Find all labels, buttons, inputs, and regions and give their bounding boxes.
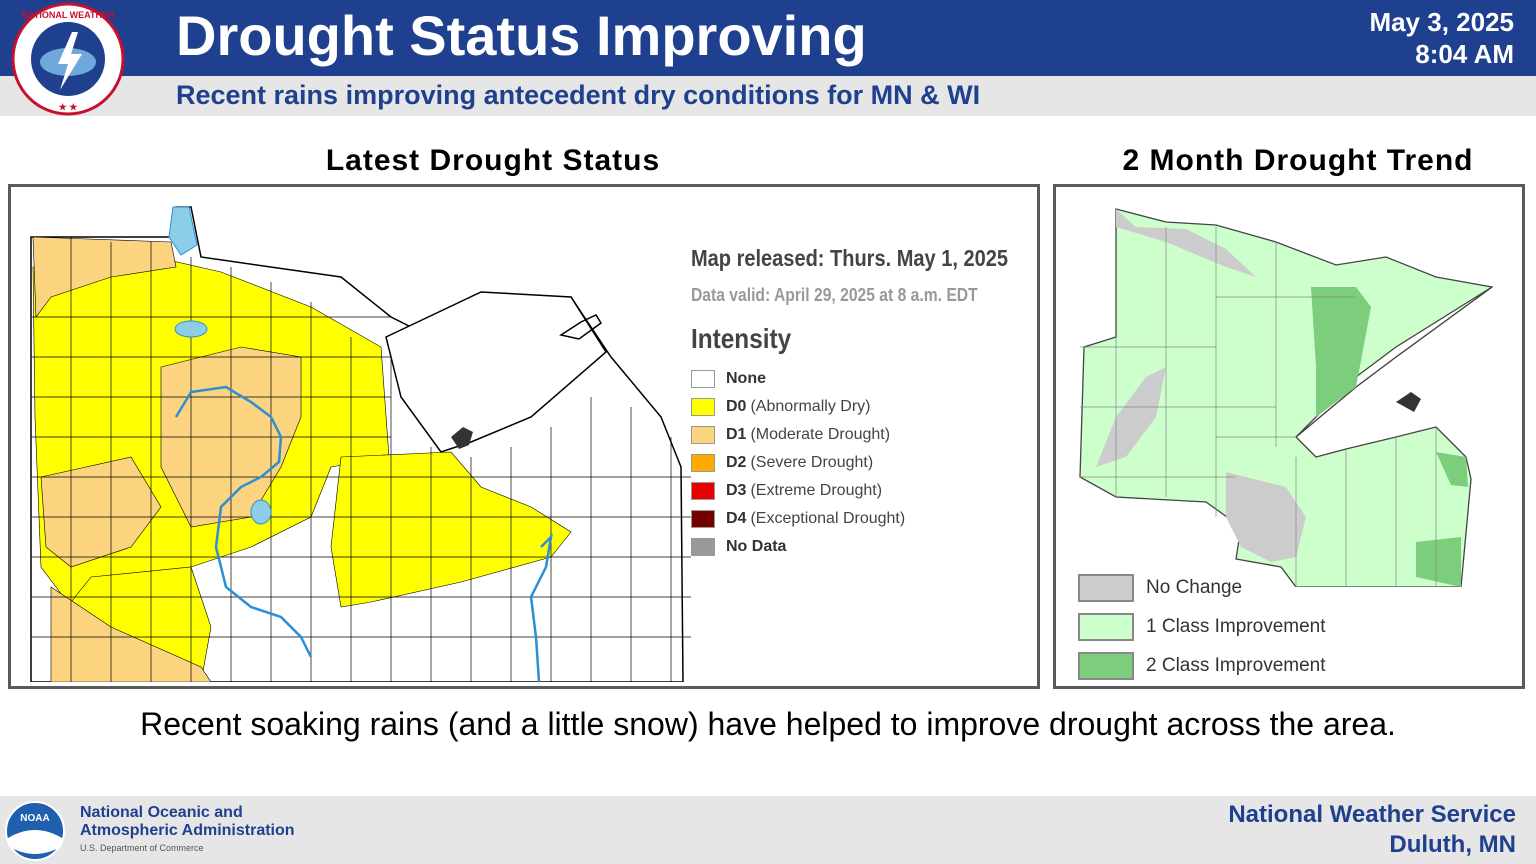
time-text: 8:04 AM (1415, 39, 1514, 69)
trend-legend-item: 1 Class Improvement (1078, 612, 1326, 642)
trend-legend-item: No Change (1078, 573, 1242, 603)
left-panel-title: Latest Drought Status (325, 144, 661, 177)
legend-item: D0 (Abnormally Dry) (691, 397, 870, 417)
noaa-line1: National Oceanic and (80, 804, 243, 821)
trend-legend-swatch (1078, 574, 1134, 602)
intensity-legend-title: Intensity (691, 323, 792, 354)
right-panel-title: 2 Month Drought Trend (1122, 144, 1474, 177)
footer-bar (0, 796, 1536, 864)
date-text: May 3, 2025 (1369, 7, 1514, 37)
legend-swatch (691, 482, 715, 500)
nws-office: National Weather Service Duluth, MN (1228, 800, 1516, 860)
drought-trend-map: No Change 1 Class Improvement 2 Class Impr… (1053, 184, 1525, 689)
summary-caption: Recent soaking rains (and a little snow)… (140, 706, 1396, 742)
noaa-department: U.S. Department of Commerce (80, 843, 204, 853)
legend-description: (Exceptional Drought) (750, 510, 906, 527)
legend-swatch (691, 538, 715, 556)
trend-legend-label: 1 Class Improvement (1146, 616, 1326, 637)
noaa-line2: Atmospheric Administration (80, 822, 295, 839)
nws-line1: National Weather Service (1228, 801, 1516, 828)
legend-code: D0 (726, 398, 747, 415)
legend-item: D1 (Moderate Drought) (691, 425, 890, 445)
trend-legend-item: 2 Class Improvement (1078, 651, 1326, 681)
map-released-text: Map released: Thurs. May 1, 2025 (691, 245, 1008, 271)
svg-text:★ ★: ★ ★ (59, 102, 79, 112)
drought-map-graphic (30, 206, 691, 682)
header-bar (0, 0, 1536, 76)
trend-legend-label: No Change (1146, 577, 1243, 598)
legend-item: D3 (Extreme Drought) (691, 481, 882, 501)
legend-description: (Severe Drought) (750, 454, 874, 471)
data-valid-text: Data valid: April 29, 2025 at 8 a.m. EDT (691, 285, 978, 305)
legend-swatch (691, 510, 715, 528)
drought-status-map: Map released: Thurs. May 1, 2025 Data va… (8, 184, 1040, 689)
legend-code: D3 (726, 482, 747, 499)
noaa-name: National Oceanic and Atmospheric Adminis… (80, 804, 295, 840)
legend-item: D4 (Exceptional Drought) (691, 509, 905, 529)
page-subtitle: Recent rains improving antecedent dry co… (176, 80, 981, 110)
legend-swatch (691, 454, 715, 472)
legend-description: (Abnormally Dry) (750, 398, 871, 415)
legend-item: No Data (691, 537, 790, 557)
legend-description: (Moderate Drought) (750, 426, 891, 443)
legend-description: (Extreme Drought) (750, 482, 883, 499)
legend-item: D2 (Severe Drought) (691, 453, 873, 473)
timestamp: May 3, 2025 8:04 AM (1369, 6, 1514, 70)
nws-line2: Duluth, MN (1389, 831, 1516, 858)
trend-map-graphic (1079, 208, 1494, 587)
legend-swatch (691, 398, 715, 416)
legend-code: D2 (726, 454, 747, 471)
trend-legend-label: 2 Class Improvement (1146, 655, 1326, 676)
trend-legend-swatch (1078, 613, 1134, 641)
legend-code: D4 (726, 510, 747, 527)
svg-text:NOAA: NOAA (20, 813, 49, 824)
page-title: Drought Status Improving (176, 4, 867, 67)
nws-logo-icon: NATIONAL WEATHER ★ ★ (11, 2, 125, 116)
subtitle-bar (0, 76, 1536, 116)
legend-item: None (691, 369, 770, 389)
legend-swatch (691, 370, 715, 388)
legend-swatch (691, 426, 715, 444)
trend-legend-swatch (1078, 652, 1134, 680)
legend-code: D1 (726, 426, 747, 443)
svg-text:NATIONAL WEATHER: NATIONAL WEATHER (22, 10, 115, 20)
legend-code: None (726, 370, 766, 387)
legend-code: No Data (726, 538, 787, 555)
noaa-logo-icon: NOAA (5, 801, 65, 861)
